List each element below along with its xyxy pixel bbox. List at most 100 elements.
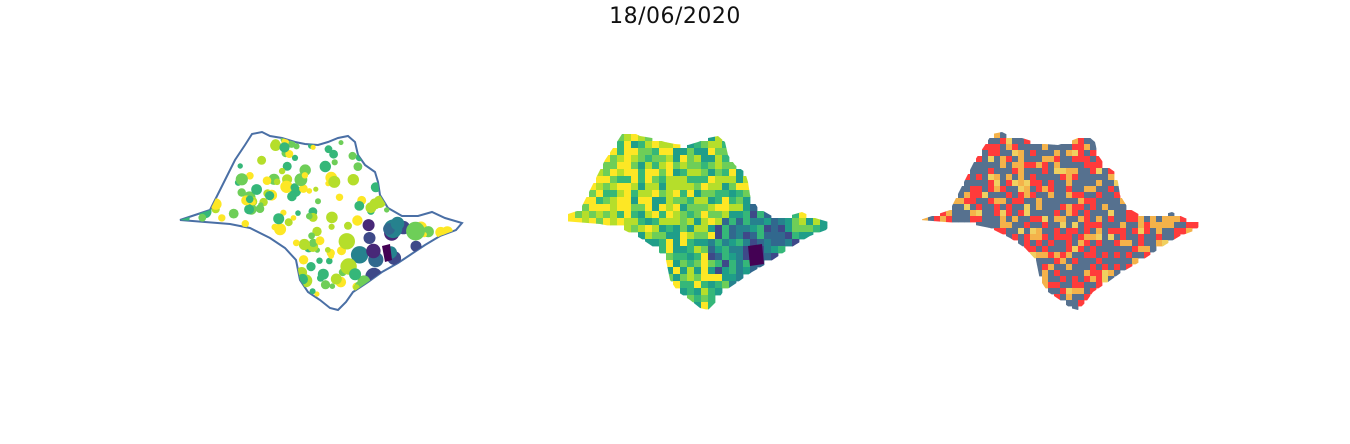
municipality-polygon — [652, 218, 660, 226]
category-polygon — [1126, 234, 1133, 241]
category-polygon — [988, 168, 995, 175]
category-polygon — [1078, 174, 1085, 181]
municipality-polygon — [673, 267, 681, 275]
municipality-polygon — [792, 218, 800, 226]
category-polygon — [1000, 228, 1007, 235]
category-polygon — [1144, 216, 1151, 223]
municipality-polygon — [589, 218, 597, 226]
category-polygon — [1108, 216, 1115, 223]
category-polygon — [1084, 138, 1091, 145]
municipality-polygon — [722, 239, 730, 247]
category-polygon — [1084, 192, 1091, 199]
category-polygon — [1072, 240, 1079, 247]
category-polygon — [1192, 222, 1199, 229]
category-polygon — [1048, 240, 1055, 247]
municipality-bubble — [299, 184, 308, 193]
municipality-polygon — [673, 260, 681, 268]
municipality-polygon — [715, 288, 723, 296]
municipality-polygon — [743, 260, 751, 268]
category-polygon — [1150, 222, 1157, 229]
category-polygon — [1048, 198, 1055, 205]
municipality-polygon — [799, 232, 807, 240]
category-polygon — [1030, 210, 1037, 217]
category-polygon — [1078, 180, 1085, 187]
municipality-polygon — [687, 218, 695, 226]
category-polygon — [1180, 222, 1187, 229]
category-polygon — [1120, 198, 1127, 205]
category-polygon — [1012, 210, 1019, 217]
municipality-polygon — [701, 148, 709, 156]
municipality-bubble — [344, 221, 352, 230]
municipality-polygon — [708, 169, 716, 177]
municipality-polygon — [708, 176, 716, 184]
category-polygon — [1114, 186, 1121, 193]
municipality-bubble — [406, 221, 425, 241]
municipality-polygon — [778, 246, 786, 254]
municipality-bubble — [284, 218, 293, 227]
category-polygon — [1018, 180, 1025, 187]
category-polygon — [1006, 216, 1013, 223]
category-polygon — [1102, 216, 1109, 223]
category-polygon — [958, 186, 965, 193]
category-polygon — [1108, 246, 1115, 253]
municipality-polygon — [659, 141, 667, 149]
category-polygon — [1042, 162, 1049, 169]
category-polygon — [994, 216, 1001, 223]
municipality-polygon — [673, 232, 681, 240]
municipality-bubble — [309, 238, 318, 248]
category-polygon — [1036, 156, 1043, 163]
municipality-polygon — [687, 225, 695, 233]
category-polygon — [964, 186, 971, 193]
municipality-polygon — [687, 267, 695, 275]
category-polygon — [1036, 204, 1043, 211]
municipality-bubble — [265, 191, 275, 201]
municipality-polygon — [701, 246, 709, 254]
category-polygon — [1024, 174, 1031, 181]
category-polygon — [1006, 180, 1013, 187]
municipality-polygon — [638, 218, 646, 226]
category-polygon — [1018, 240, 1025, 247]
category-polygon — [1072, 288, 1079, 295]
category-polygon — [1030, 168, 1037, 175]
municipality-polygon — [652, 176, 660, 184]
category-polygon — [1060, 264, 1067, 271]
category-polygon — [958, 192, 965, 199]
category-polygon — [1168, 234, 1175, 241]
category-polygon — [1030, 252, 1037, 259]
municipality-polygon — [708, 260, 716, 268]
municipality-polygon — [652, 183, 660, 191]
municipality-polygon — [631, 197, 639, 205]
municipality-polygon — [673, 190, 681, 198]
category-polygon — [1060, 168, 1067, 175]
category-polygon — [928, 216, 935, 223]
category-polygon — [1048, 246, 1055, 253]
category-polygon — [1054, 144, 1061, 151]
category-polygon — [982, 156, 989, 163]
municipality-polygon — [673, 274, 681, 282]
municipality-polygon — [694, 295, 702, 303]
municipality-polygon — [673, 253, 681, 261]
category-polygon — [1126, 228, 1133, 235]
category-polygon — [994, 150, 1001, 157]
category-polygon — [1162, 240, 1169, 247]
municipality-polygon — [652, 239, 660, 247]
municipality-polygon — [771, 253, 779, 261]
category-polygon — [1012, 234, 1019, 241]
category-polygon — [1030, 156, 1037, 163]
category-polygon — [1042, 180, 1049, 187]
municipality-polygon — [666, 274, 674, 282]
municipality-polygon — [729, 232, 737, 240]
municipality-polygon — [736, 204, 744, 212]
municipality-polygon — [736, 176, 744, 184]
category-polygon — [1054, 240, 1061, 247]
category-polygon — [1108, 168, 1115, 175]
municipality-polygon — [687, 141, 695, 149]
category-polygon — [1060, 246, 1067, 253]
municipality-polygon — [743, 225, 751, 233]
municipality-polygon — [659, 176, 667, 184]
municipality-polygon — [694, 288, 702, 296]
category-polygon — [1018, 168, 1025, 175]
municipality-polygon — [680, 260, 688, 268]
category-polygon — [1084, 240, 1091, 247]
category-polygon — [1018, 144, 1025, 151]
